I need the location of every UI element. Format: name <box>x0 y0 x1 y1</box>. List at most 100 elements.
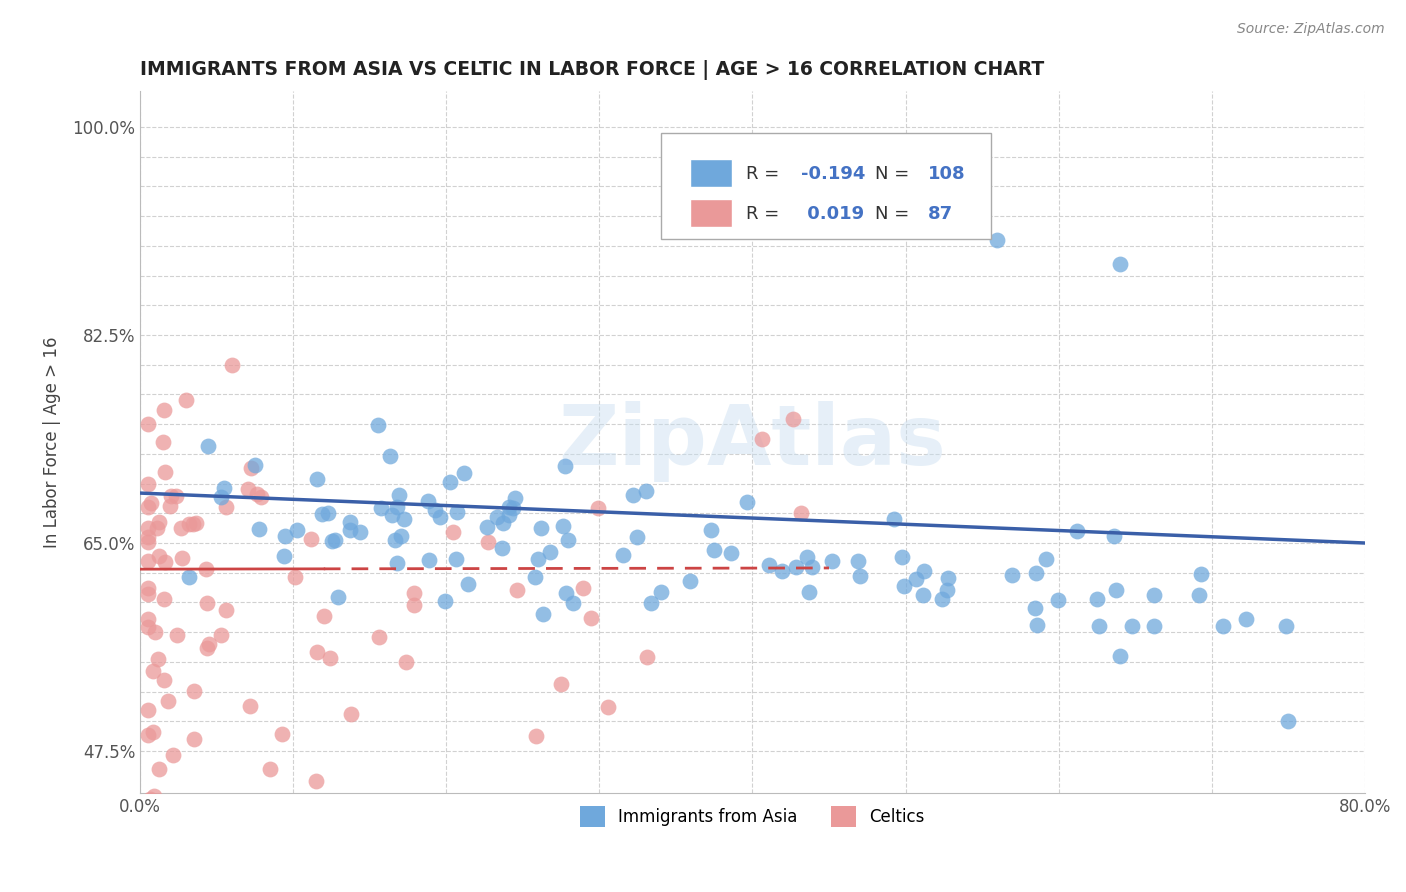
Point <box>1102 529 1125 543</box>
Point <box>612 548 634 562</box>
Legend: Immigrants from Asia, Celtics: Immigrants from Asia, Celtics <box>574 800 932 833</box>
Point <box>936 571 959 585</box>
Point <box>883 511 905 525</box>
Text: -0.194: -0.194 <box>801 165 866 183</box>
Point <box>155 555 177 569</box>
Point <box>305 645 328 659</box>
Point <box>485 510 508 524</box>
Text: ZipAtlas: ZipAtlas <box>558 401 946 483</box>
Point <box>700 523 723 537</box>
Point <box>402 585 425 599</box>
Point <box>1187 588 1209 602</box>
Point <box>562 596 585 610</box>
Point <box>183 732 205 747</box>
Point <box>849 569 872 583</box>
Point <box>221 358 243 372</box>
FancyBboxPatch shape <box>661 133 991 238</box>
Point <box>1001 568 1024 582</box>
Point <box>328 590 350 604</box>
Point <box>148 763 170 777</box>
Point <box>800 559 823 574</box>
Point <box>503 491 526 505</box>
Point <box>273 549 295 563</box>
Point <box>1025 566 1047 581</box>
Point <box>316 507 339 521</box>
Point <box>439 475 461 489</box>
Point <box>621 488 644 502</box>
Point <box>166 628 188 642</box>
Text: 87: 87 <box>928 205 953 223</box>
Text: IMMIGRANTS FROM ASIA VS CELTIC IN LABOR FORCE | AGE > 16 CORRELATION CHART: IMMIGRANTS FROM ASIA VS CELTIC IN LABOR … <box>141 60 1045 79</box>
Point <box>586 500 609 515</box>
Point <box>381 508 404 523</box>
Text: 108: 108 <box>928 165 965 183</box>
Point <box>388 488 411 502</box>
Point <box>1274 619 1296 633</box>
Point <box>931 592 953 607</box>
Point <box>174 863 197 877</box>
Point <box>636 649 658 664</box>
Point <box>153 403 176 417</box>
Point <box>271 727 294 741</box>
Point <box>212 481 235 495</box>
Point <box>538 545 561 559</box>
Point <box>145 521 167 535</box>
Point <box>531 607 554 622</box>
Point <box>640 596 662 610</box>
Point <box>626 530 648 544</box>
Point <box>142 724 165 739</box>
Point <box>457 576 479 591</box>
Point <box>751 432 773 446</box>
Point <box>136 728 159 742</box>
Point <box>153 673 176 688</box>
Point <box>477 520 499 534</box>
Point <box>179 570 201 584</box>
Point <box>557 533 579 547</box>
Point <box>197 637 219 651</box>
Point <box>491 516 513 530</box>
Point <box>143 789 166 803</box>
Point <box>423 503 446 517</box>
Point <box>259 762 281 776</box>
Point <box>986 233 1008 247</box>
Text: N =: N = <box>875 165 915 183</box>
Point <box>143 624 166 639</box>
Point <box>148 549 170 564</box>
Point <box>236 483 259 497</box>
Point <box>274 869 297 883</box>
Point <box>195 561 218 575</box>
Point <box>136 534 159 549</box>
Point <box>891 550 914 565</box>
Point <box>579 610 602 624</box>
Point <box>239 461 262 475</box>
Point <box>912 588 935 602</box>
Point <box>650 584 672 599</box>
Point <box>136 417 159 431</box>
Point <box>181 517 204 532</box>
Point <box>402 599 425 613</box>
Point <box>250 490 273 504</box>
Point <box>821 554 844 568</box>
Point <box>142 664 165 678</box>
Point <box>770 565 793 579</box>
Point <box>796 549 818 564</box>
Point <box>1066 524 1088 538</box>
Point <box>526 551 548 566</box>
Point <box>389 529 412 543</box>
Point <box>136 581 159 595</box>
Point <box>554 459 576 474</box>
Point <box>370 500 392 515</box>
Point <box>790 506 813 520</box>
Point <box>1108 257 1130 271</box>
Point <box>209 490 232 504</box>
Point <box>247 522 270 536</box>
Point <box>215 500 238 515</box>
Point <box>636 483 658 498</box>
Point <box>307 472 329 486</box>
Point <box>323 533 346 548</box>
Point <box>453 466 475 480</box>
Point <box>246 487 269 501</box>
Point <box>1143 619 1166 633</box>
Point <box>785 559 807 574</box>
Point <box>446 505 468 519</box>
